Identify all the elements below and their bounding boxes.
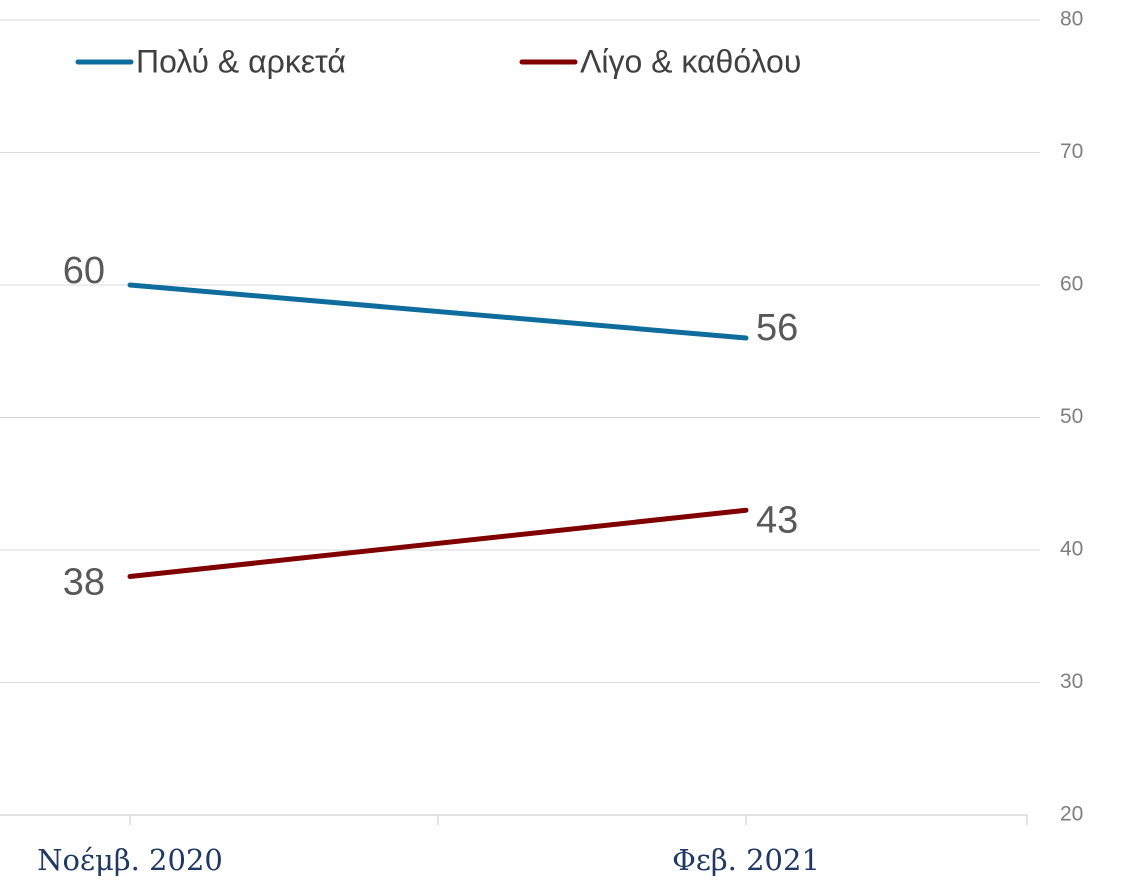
y-tick-label: 20	[1060, 803, 1083, 826]
x-tick-label: Νοέμβ. 2020	[37, 843, 223, 877]
data-label: 56	[756, 307, 798, 349]
y-tick-label: 30	[1060, 670, 1083, 693]
data-label: 43	[756, 499, 798, 541]
x-tick-label: Φεβ. 2021	[672, 843, 820, 877]
y-tick-label: 50	[1060, 405, 1083, 428]
line	[127, 507, 749, 579]
legend-label: Πολύ & αρκετά	[136, 43, 346, 79]
data-label: 38	[63, 562, 105, 604]
y-tick-label: 70	[1060, 140, 1083, 163]
y-tick-label: 40	[1060, 538, 1083, 561]
y-tick-label: 80	[1060, 8, 1083, 31]
y-tick-label: 60	[1060, 273, 1083, 296]
legend-label: Λίγο & καθόλου	[580, 43, 801, 79]
line	[127, 282, 749, 341]
data-label: 60	[63, 250, 105, 292]
